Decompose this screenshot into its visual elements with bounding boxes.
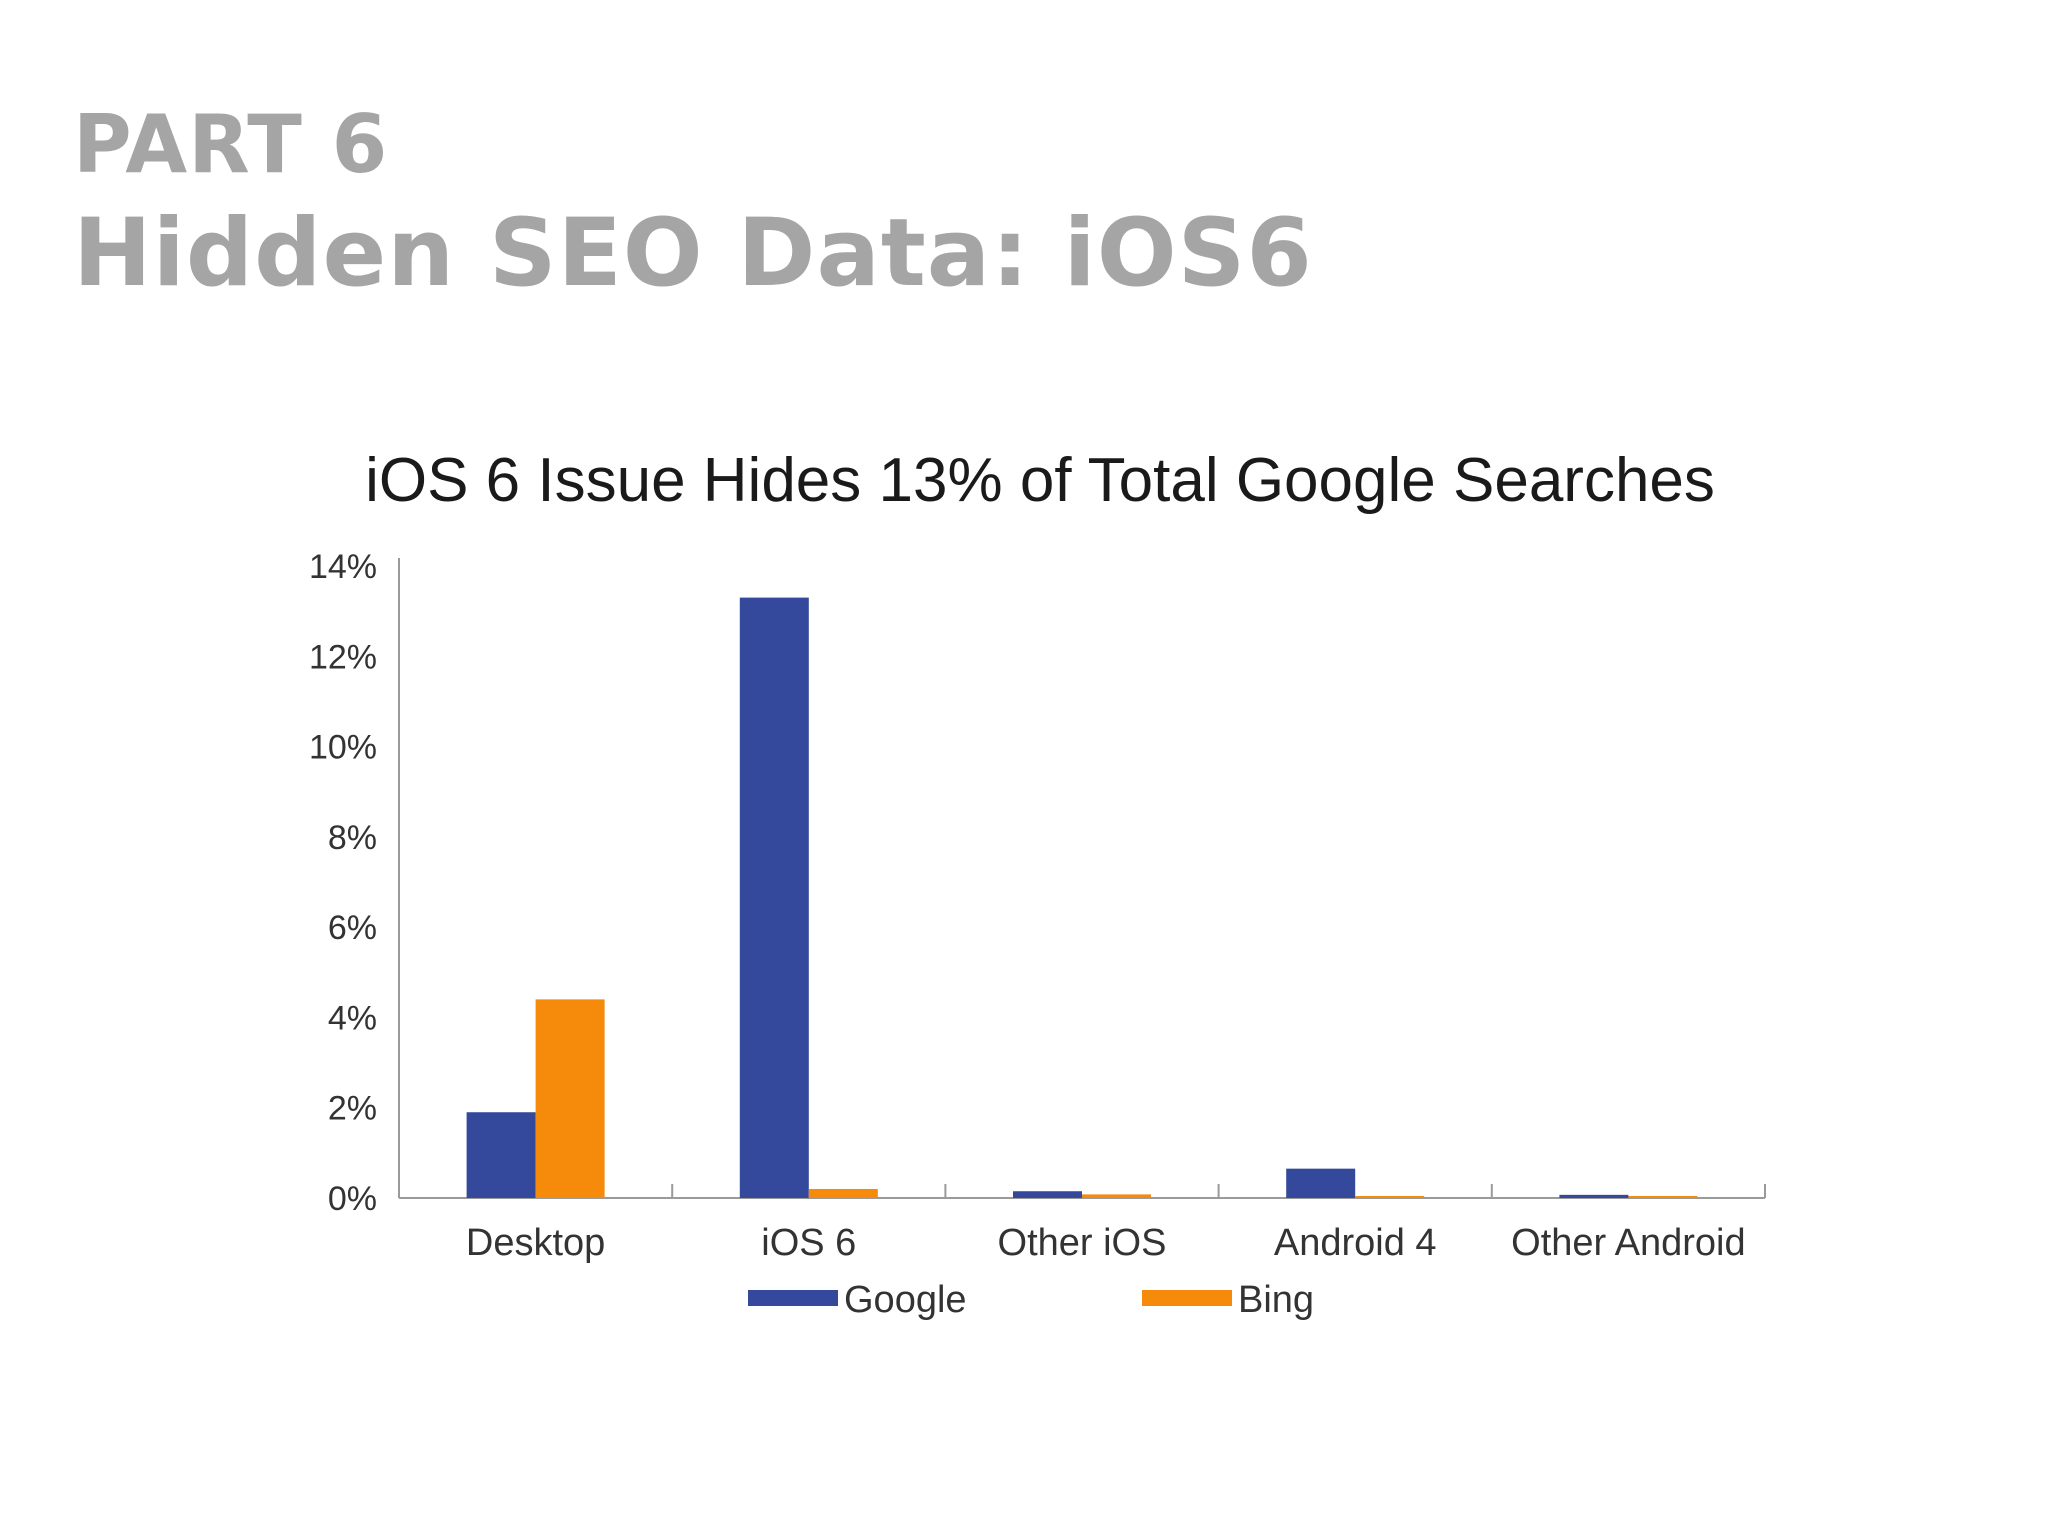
- chart-title: iOS 6 Issue Hides 13% of Total Google Se…: [365, 446, 1715, 515]
- y-tick-label: 0%: [328, 1180, 377, 1218]
- bar-google: [466, 1112, 536, 1198]
- y-tick-label: 6%: [328, 909, 377, 947]
- y-tick-label: 10%: [309, 729, 377, 767]
- y-axis: 0% 2% 4% 6% 8% 10% 12% 14%: [309, 548, 400, 1218]
- bar-bing: [1082, 1194, 1151, 1198]
- legend-swatch-bing: [1142, 1290, 1232, 1306]
- x-category-label: iOS 6: [761, 1222, 856, 1264]
- bars: [466, 597, 1698, 1198]
- x-category-label: Android 4: [1274, 1222, 1437, 1264]
- legend-label-google: Google: [844, 1279, 967, 1321]
- x-category-label: Other Android: [1511, 1222, 1745, 1264]
- y-tick-label: 12%: [309, 638, 377, 676]
- bar-google: [739, 597, 809, 1198]
- slide-kicker: PART 6: [73, 98, 389, 191]
- y-tick-label: 14%: [309, 548, 377, 586]
- bar-google: [1286, 1168, 1356, 1198]
- slide-title: Hidden SEO Data: iOS6: [73, 199, 1313, 308]
- legend-swatch-google: [748, 1290, 838, 1306]
- legend-label-bing: Bing: [1238, 1279, 1314, 1321]
- x-category-label: Other iOS: [998, 1222, 1167, 1264]
- bar-bing: [535, 999, 605, 1198]
- y-tick-label: 8%: [328, 819, 377, 857]
- bar-bing: [1628, 1196, 1698, 1198]
- legend: Google Bing: [748, 1279, 1314, 1321]
- bar-google: [1559, 1194, 1629, 1198]
- bar-bing: [1355, 1196, 1425, 1198]
- x-axis: Desktop iOS 6 Other iOS Android 4 Other Andr…: [399, 1184, 1766, 1264]
- y-tick-label: 2%: [328, 1090, 377, 1128]
- bar-bing: [808, 1188, 878, 1198]
- bar-google: [1013, 1191, 1082, 1198]
- slide-heading: PART 6 Hidden SEO Data: iOS6: [73, 105, 1313, 301]
- y-tick-label: 4%: [328, 999, 377, 1037]
- x-category-label: Desktop: [466, 1222, 605, 1264]
